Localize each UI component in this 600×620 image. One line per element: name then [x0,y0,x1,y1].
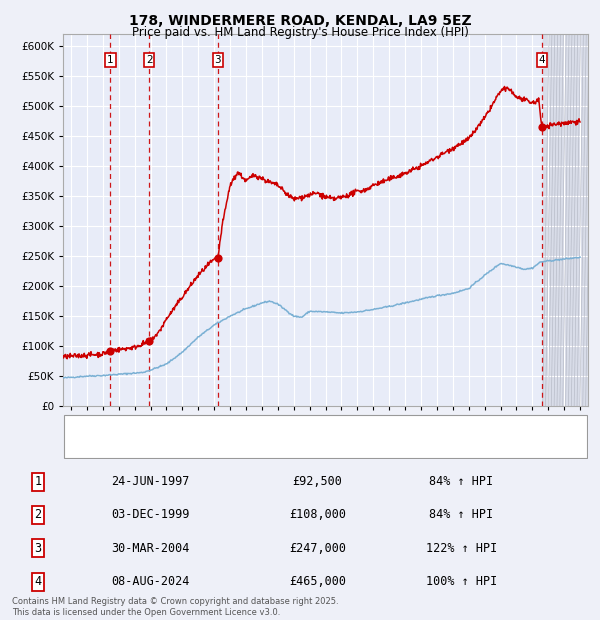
Text: 1: 1 [107,55,114,65]
Text: £108,000: £108,000 [289,508,346,521]
Text: 178, WINDERMERE ROAD, KENDAL, LA9 5EZ: 178, WINDERMERE ROAD, KENDAL, LA9 5EZ [128,14,472,28]
Text: 2: 2 [146,55,152,65]
Point [213,253,223,263]
Point [106,345,115,355]
Text: £92,500: £92,500 [292,475,342,488]
Text: 3: 3 [34,542,41,555]
Point [537,122,547,132]
Text: 122% ↑ HPI: 122% ↑ HPI [425,542,497,555]
Point [145,336,154,346]
Text: 84% ↑ HPI: 84% ↑ HPI [429,475,493,488]
Text: 4: 4 [539,55,545,65]
FancyBboxPatch shape [64,415,587,458]
Text: 100% ↑ HPI: 100% ↑ HPI [425,575,497,588]
Text: 2: 2 [34,508,41,521]
Text: Contains HM Land Registry data © Crown copyright and database right 2025.
This d: Contains HM Land Registry data © Crown c… [12,598,338,617]
Text: 3: 3 [215,55,221,65]
Text: £247,000: £247,000 [289,542,346,555]
Text: 4: 4 [34,575,41,588]
Bar [542,34,588,406]
Text: HPI: Average price, semi-detached house, Westmorland and Furness: HPI: Average price, semi-detached house,… [110,441,467,452]
Text: 178, WINDERMERE ROAD, KENDAL, LA9 5EZ (semi-detached house): 178, WINDERMERE ROAD, KENDAL, LA9 5EZ (s… [110,421,464,432]
Text: 24-JUN-1997: 24-JUN-1997 [111,475,190,488]
Text: 30-MAR-2004: 30-MAR-2004 [111,542,190,555]
Text: Price paid vs. HM Land Registry's House Price Index (HPI): Price paid vs. HM Land Registry's House … [131,26,469,39]
Text: 03-DEC-1999: 03-DEC-1999 [111,508,190,521]
Text: 1: 1 [34,475,41,488]
Text: £465,000: £465,000 [289,575,346,588]
Text: 08-AUG-2024: 08-AUG-2024 [111,575,190,588]
Text: 84% ↑ HPI: 84% ↑ HPI [429,508,493,521]
